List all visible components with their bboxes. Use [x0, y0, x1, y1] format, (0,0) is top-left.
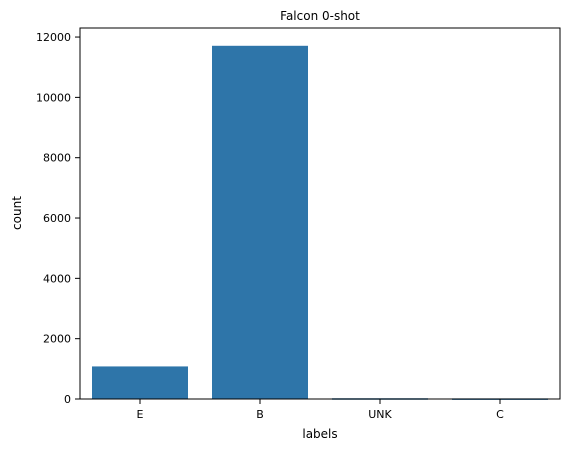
y-axis-ticks: 0 2000 4000 6000 8000 10000 12000 [36, 31, 80, 406]
y-tick-label: 2000 [43, 333, 71, 346]
bar-b [212, 45, 308, 400]
x-tick-label: C [496, 408, 504, 421]
y-tick-label: 12000 [36, 31, 71, 44]
bars-group [92, 45, 548, 400]
y-tick-label: 4000 [43, 272, 71, 285]
x-axis-ticks: E B UNK C [137, 399, 504, 421]
bar-e [92, 366, 188, 399]
y-tick-label: 10000 [36, 91, 71, 104]
y-tick-label: 6000 [43, 212, 71, 225]
x-axis-label: labels [302, 427, 337, 441]
y-axis-label: count [10, 196, 24, 230]
x-tick-label: UNK [368, 408, 392, 421]
x-tick-label: B [256, 408, 264, 421]
chart-title: Falcon 0-shot [280, 9, 360, 23]
y-tick-label: 8000 [43, 152, 71, 165]
plot-frame [79, 27, 561, 400]
x-tick-label: E [137, 408, 144, 421]
y-tick-label: 0 [64, 393, 71, 406]
